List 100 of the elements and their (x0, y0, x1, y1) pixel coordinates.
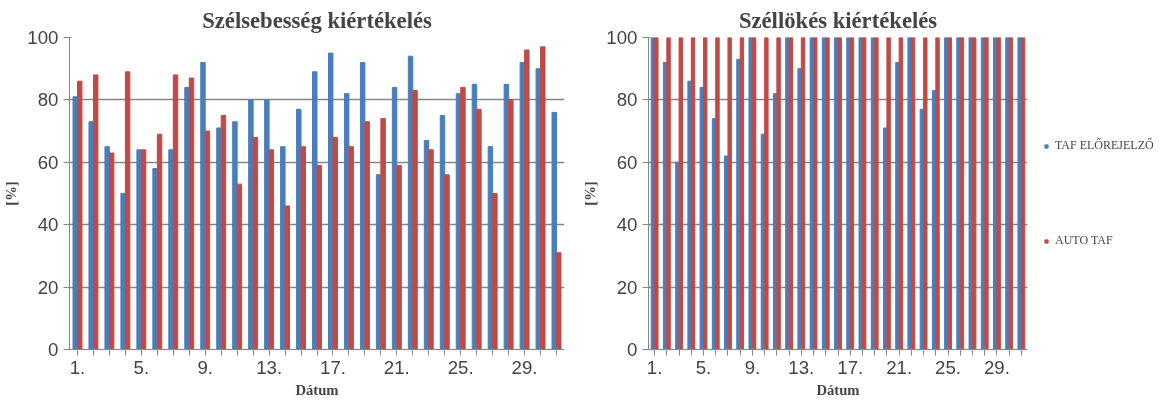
legend-label: TAF ELŐREJELZŐ (1055, 138, 1154, 153)
x-tick-label: 5. (695, 356, 712, 378)
bar (200, 61, 206, 350)
bar (348, 146, 354, 350)
x-tick-label: 29. (511, 356, 538, 378)
bar (910, 37, 916, 350)
bar (444, 174, 450, 350)
bar (460, 86, 466, 350)
y-tick-label: 40 (37, 214, 59, 236)
bar (136, 149, 142, 350)
x-tick-label: 9. (197, 356, 214, 378)
y-tick-label: 0 (627, 339, 638, 360)
y-tick-label: 80 (616, 89, 638, 111)
bar (748, 37, 753, 350)
bar (104, 146, 110, 350)
y-tick-label: 60 (616, 151, 638, 173)
x-tick-label: 25. (935, 356, 961, 378)
bar (108, 152, 115, 350)
bar (556, 252, 562, 350)
x-tick-label: 1. (646, 356, 663, 378)
bar (654, 37, 659, 350)
bar (232, 121, 238, 350)
bar (503, 83, 510, 350)
bar (825, 37, 830, 350)
y-tick-label: 20 (37, 276, 59, 298)
bar (1005, 37, 1010, 350)
bar (751, 37, 757, 350)
bar (739, 37, 745, 350)
y-tick-label: 20 (616, 276, 638, 298)
x-tick-label: 25. (447, 356, 474, 378)
x-tick-label: 13. (256, 356, 283, 378)
bar (412, 90, 418, 350)
bar (140, 149, 147, 350)
bar (678, 37, 683, 350)
bar (316, 164, 322, 350)
bar (923, 37, 928, 350)
bar (72, 96, 78, 350)
bar (268, 149, 275, 350)
legend-label: AUTO TAF (1055, 233, 1113, 248)
x-tick-label: 1. (69, 356, 86, 378)
bar (797, 68, 802, 350)
y-axis-title: [%] (3, 181, 20, 206)
y-tick-label: 60 (37, 151, 59, 173)
bar (776, 37, 781, 350)
bar (984, 37, 989, 350)
chart-title: Szélsebesség kiértékelés (202, 7, 433, 33)
bar (252, 136, 259, 350)
bar (736, 58, 741, 350)
bar (846, 37, 851, 350)
bar (703, 37, 708, 350)
bar (907, 37, 912, 350)
bar (1008, 37, 1014, 350)
bar (332, 136, 338, 350)
x-tick-label: 17. (320, 356, 346, 378)
bar (428, 149, 434, 350)
bar (959, 37, 965, 350)
x-axis-title: Dátum (295, 381, 339, 398)
bar (120, 193, 126, 350)
y-tick-label: 40 (616, 214, 638, 236)
x-tick-label: 9. (744, 356, 761, 378)
bar (956, 37, 961, 350)
y-tick-label: 80 (37, 89, 59, 111)
y-tick-label: 100 (606, 27, 638, 48)
bar (524, 49, 530, 350)
bar (492, 193, 498, 350)
bar (858, 37, 863, 350)
bar (971, 37, 977, 350)
bar (699, 86, 705, 350)
bar (76, 80, 83, 350)
bar (1020, 37, 1026, 350)
bar (690, 37, 696, 350)
bar (236, 183, 243, 350)
x-tick-label: 5. (133, 356, 150, 378)
bar (168, 149, 174, 350)
bar (813, 37, 818, 350)
bar (849, 37, 855, 350)
x-tick-label: 21. (886, 356, 913, 378)
y-tick-label: 0 (48, 339, 59, 360)
bar (540, 46, 546, 350)
bar (300, 146, 306, 350)
bar (204, 130, 211, 350)
bar (156, 133, 163, 350)
bar (476, 108, 482, 350)
bar (364, 121, 370, 350)
y-tick-label: 100 (27, 27, 59, 48)
bar (727, 37, 732, 350)
bar (788, 37, 794, 350)
bar (687, 80, 692, 350)
x-tick-label: 29. (983, 356, 1010, 378)
bar (172, 74, 179, 350)
bar (764, 37, 769, 350)
bar (508, 99, 514, 350)
x-tick-label: 17. (837, 356, 864, 378)
bar (809, 37, 815, 350)
bar (898, 37, 904, 350)
bar (220, 115, 227, 350)
bar (92, 74, 99, 350)
x-axis-title: Dátum (816, 381, 860, 398)
bar (886, 37, 891, 350)
y-axis-title: [%] (582, 181, 599, 206)
